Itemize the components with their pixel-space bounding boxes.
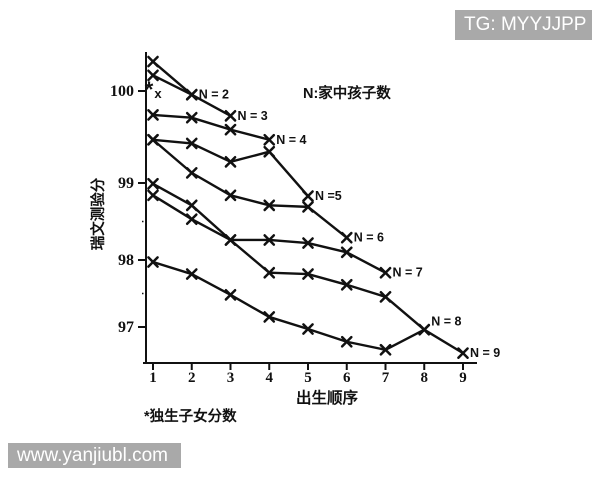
series-label-N=2: N = 2 — [199, 88, 229, 102]
x-tick-label: 8 — [421, 370, 429, 386]
data-point-x-marker — [263, 234, 276, 246]
data-point-x-marker — [147, 109, 159, 121]
only-child-marker: * x — [145, 77, 163, 102]
data-point-x-marker — [457, 347, 469, 359]
data-point-x-marker — [263, 311, 276, 323]
x-axis-title: 出生顺序 — [296, 388, 359, 407]
x-tick-label: 6 — [343, 370, 351, 386]
series-label-N=3: N = 3 — [238, 109, 268, 123]
y-tick-label: 97 — [118, 319, 134, 336]
series-N=9: N = 9 — [147, 256, 500, 360]
series-N=3: N = 3 — [147, 69, 268, 123]
data-point-x-marker — [224, 155, 237, 168]
x-tick-label: 3 — [227, 370, 235, 386]
data-point-x-marker — [147, 69, 159, 82]
x-tick-label: 9 — [459, 370, 467, 386]
series-label-N=9: N = 9 — [470, 346, 500, 360]
series-label-N=8: N = 8 — [431, 315, 461, 329]
data-point-x-marker — [185, 167, 198, 179]
series-line-N=6 — [151, 138, 348, 239]
footnote-only-child: *独生子女分数 — [144, 407, 237, 425]
only-child-x: x — [154, 86, 162, 101]
only-child-star: * — [145, 77, 154, 102]
data-point-x-marker — [147, 177, 159, 190]
data-point-x-marker — [418, 323, 431, 336]
series-N=5: N =5 — [147, 133, 342, 203]
data-point-x-marker — [340, 335, 353, 348]
data-point-x-marker — [263, 266, 276, 279]
data-point-x-marker — [302, 190, 314, 202]
data-point-x-marker — [379, 266, 392, 279]
series-label-N=4: N = 4 — [276, 133, 306, 147]
data-point-x-marker — [147, 189, 159, 202]
y-tick-label: 100 — [110, 83, 134, 100]
data-point-x-marker — [185, 111, 198, 124]
data-point-x-marker — [340, 278, 353, 291]
data-point-x-marker — [147, 55, 159, 68]
x-tick-label: 5 — [304, 370, 312, 386]
x-tick-label: 4 — [266, 370, 274, 386]
data-point-x-marker — [302, 237, 314, 249]
data-point-x-marker — [379, 343, 392, 356]
data-point-x-marker — [185, 88, 198, 101]
series-label-N=5: N =5 — [315, 189, 342, 203]
data-point-x-marker — [379, 291, 392, 303]
data-point-x-marker — [263, 199, 276, 212]
data-point-x-marker — [340, 246, 353, 259]
data-point-x-marker — [302, 323, 314, 335]
series-N=6: N = 6 — [147, 133, 384, 245]
series-label-N=7: N = 7 — [393, 266, 423, 280]
data-point-x-marker — [340, 231, 353, 244]
series-line-N=4 — [151, 113, 271, 141]
data-point-x-marker — [224, 234, 237, 246]
data-point-x-marker — [263, 133, 276, 146]
legend-annotation: N:家中孩子数 — [303, 84, 391, 102]
data-point-x-marker — [302, 201, 314, 213]
data-point-x-marker — [185, 268, 198, 280]
data-point-x-marker — [224, 288, 237, 301]
data-point-x-marker — [224, 123, 237, 136]
series-line-N=5 — [151, 138, 310, 198]
data-point-x-marker — [302, 268, 314, 280]
x-tick-label: 1 — [149, 370, 157, 386]
data-point-x-marker — [147, 256, 159, 268]
series-line-N=2 — [151, 60, 193, 96]
y-tick-label: 98 — [118, 252, 134, 269]
data-point-x-marker — [185, 199, 198, 212]
data-point-x-marker — [185, 137, 198, 150]
y-axis-title: 瑞文测验分 — [89, 177, 107, 250]
data-point-x-marker — [263, 145, 276, 158]
x-tick-label: 7 — [382, 370, 390, 386]
series-label-N=6: N = 6 — [354, 231, 384, 245]
series-N=4: N = 4 — [147, 109, 307, 147]
data-point-x-marker — [224, 189, 237, 202]
series-line-N=8 — [151, 182, 426, 331]
data-point-x-marker — [224, 109, 237, 122]
watermark-top-right: TG: MYYJJPP — [455, 10, 592, 40]
data-point-x-marker — [185, 213, 198, 226]
x-tick-label: 2 — [188, 370, 196, 386]
y-tick-label: 99 — [118, 175, 134, 192]
data-point-x-marker — [147, 133, 159, 146]
series-N=7: N = 7 — [147, 189, 423, 280]
watermark-bottom-left: www.yanjiubl.com — [8, 443, 181, 468]
